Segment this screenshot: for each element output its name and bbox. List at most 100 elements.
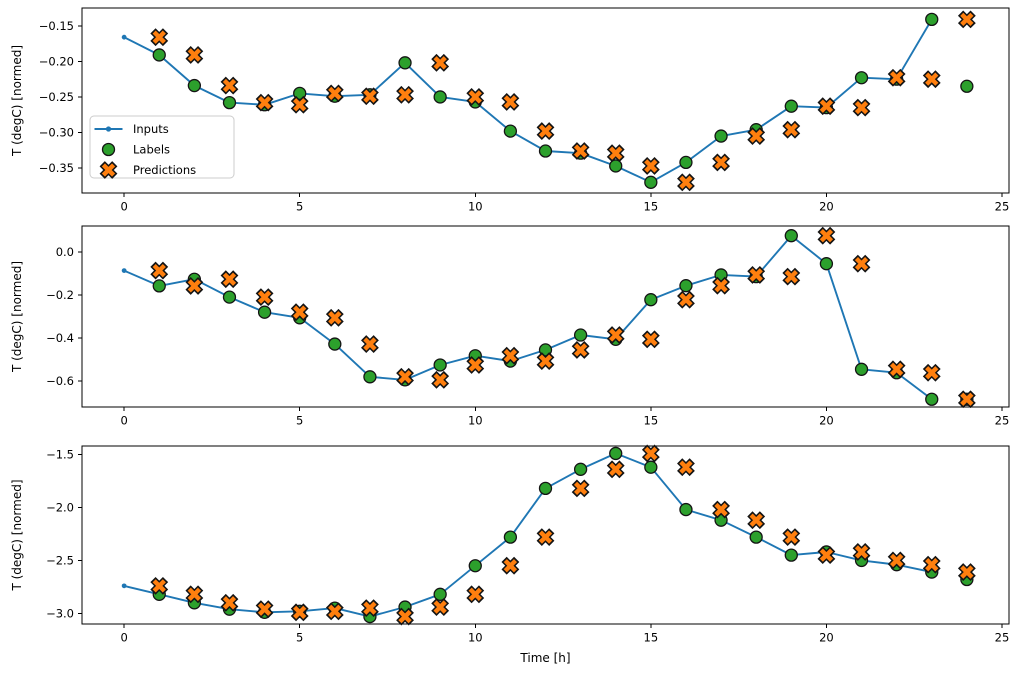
predictions-scatter-series	[150, 226, 976, 409]
x-tick-label: 0	[120, 631, 127, 645]
label-circle-marker	[293, 86, 307, 101]
y-axis-ticks: −1.5 −2.0 −2.5 −3.0	[46, 447, 82, 620]
y-tick-label: −0.25	[39, 90, 74, 104]
x-tick-label: 5	[296, 200, 303, 214]
y-tick-label: −0.6	[46, 374, 74, 388]
axes-frame	[81, 225, 1010, 408]
x-tick-label: 25	[995, 200, 1010, 214]
label-circle-marker	[257, 305, 272, 319]
label-circle-marker	[644, 293, 658, 307]
label-circle-marker	[538, 144, 553, 158]
axes-frame	[81, 445, 1010, 625]
y-axis-label: T (degC) [normed]	[10, 45, 24, 157]
label-circle-marker	[679, 502, 693, 517]
label-circle-marker	[679, 155, 693, 170]
x-tick-label: 10	[468, 414, 483, 428]
label-circle-marker	[433, 358, 447, 372]
label-circle-marker	[784, 548, 798, 562]
y-axis-label: T (degC) [normed]	[10, 261, 24, 373]
x-tick-label: 0	[120, 414, 127, 428]
legend-item-label: Labels	[133, 143, 170, 157]
legend-circle-sample-icon	[101, 142, 116, 157]
x-tick-label: 5	[296, 414, 303, 428]
x-tick-label: 0	[120, 200, 127, 214]
y-axis-label: T (degC) [normed]	[10, 479, 24, 591]
legend-item-predictions: Predictions	[99, 161, 196, 179]
x-tick-label: 25	[995, 414, 1010, 428]
label-circle-marker	[819, 257, 834, 271]
label-circle-marker	[433, 90, 447, 104]
label-circle-marker	[784, 99, 798, 113]
y-tick-label: −0.2	[46, 288, 74, 302]
label-circle-marker	[573, 462, 588, 476]
panel-3: 0 5 10 15 20 25 −1.5 −2.0 −2.5 −3.0 T (degC) [norm…	[10, 444, 1010, 645]
legend: Inputs Labels Predictions	[89, 115, 235, 179]
y-tick-label: −1.5	[46, 447, 74, 461]
x-axis-label: Time [h]	[519, 651, 570, 665]
label-circle-marker	[222, 290, 237, 304]
y-tick-label: −0.20	[39, 54, 74, 68]
x-tick-label: 15	[644, 200, 659, 214]
label-circle-marker	[644, 175, 658, 189]
label-circle-marker	[503, 530, 518, 544]
label-circle-marker	[222, 95, 237, 110]
predictions-scatter-series	[150, 10, 976, 192]
y-tick-label: −2.5	[46, 553, 74, 567]
label-circle-marker	[503, 124, 518, 138]
legend-item-label: Inputs	[133, 122, 169, 136]
x-tick-label: 15	[644, 631, 659, 645]
y-tick-label: −0.15	[39, 19, 74, 33]
label-circle-marker	[960, 79, 974, 93]
label-circle-marker	[749, 530, 763, 544]
panel-2: 0 5 10 15 20 25 0.0 −0.2 −0.4 −0.6 T (degC) [norme…	[10, 225, 1010, 428]
y-tick-label: −0.30	[39, 126, 74, 140]
x-tick-label: 5	[296, 631, 303, 645]
x-axis-ticks: 0 5 10 15 20 25	[120, 407, 1009, 428]
label-circle-marker	[152, 48, 166, 62]
x-axis-ticks: 0 5 10 15 20 25	[120, 193, 1009, 214]
x-tick-label: 20	[819, 200, 834, 214]
y-axis-ticks: −0.15 −0.20 −0.25 −0.30 −0.35	[39, 19, 82, 175]
label-circle-marker	[398, 56, 412, 70]
input-dot-marker	[121, 583, 127, 589]
label-circle-marker	[784, 229, 798, 243]
label-circle-marker	[538, 481, 553, 496]
label-circle-marker	[609, 159, 623, 173]
x-tick-label: 10	[468, 200, 483, 214]
y-tick-label: 0.0	[56, 245, 74, 259]
predictions-scatter-series	[150, 444, 976, 626]
axes-frame	[81, 7, 1010, 194]
y-tick-label: −0.35	[39, 161, 74, 175]
label-circle-marker	[714, 129, 728, 143]
label-circle-marker	[363, 370, 377, 384]
panel-1: 0 5 10 15 20 25 −0.15 −0.20 −0.25 −0.30 −0.35 T (de…	[10, 7, 1010, 214]
y-tick-label: −3.0	[46, 606, 74, 620]
label-circle-marker	[679, 279, 693, 293]
label-circle-marker	[854, 362, 869, 376]
label-circle-marker	[328, 337, 342, 351]
legend-item-label: Predictions	[133, 163, 196, 177]
label-circle-marker	[854, 71, 869, 85]
label-circle-marker	[925, 392, 939, 406]
label-circle-marker	[152, 279, 166, 293]
x-tick-label: 20	[819, 414, 834, 428]
x-axis-ticks: 0 5 10 15 20 25	[120, 624, 1009, 645]
x-tick-label: 20	[819, 631, 834, 645]
label-circle-marker	[187, 78, 202, 93]
legend-item-inputs: Inputs	[94, 122, 169, 136]
label-circle-marker	[925, 12, 939, 27]
y-tick-label: −2.0	[46, 500, 74, 514]
legend-item-labels: Labels	[101, 142, 170, 157]
label-circle-marker	[433, 587, 447, 601]
input-dot-marker	[121, 34, 127, 40]
y-tick-label: −0.4	[46, 331, 74, 345]
x-tick-label: 25	[995, 631, 1010, 645]
label-circle-marker	[468, 559, 482, 573]
legend-frame	[89, 115, 235, 179]
label-circle-marker	[573, 328, 588, 342]
x-tick-label: 10	[468, 631, 483, 645]
input-dot-marker	[121, 268, 127, 274]
label-circle-marker	[609, 446, 623, 461]
